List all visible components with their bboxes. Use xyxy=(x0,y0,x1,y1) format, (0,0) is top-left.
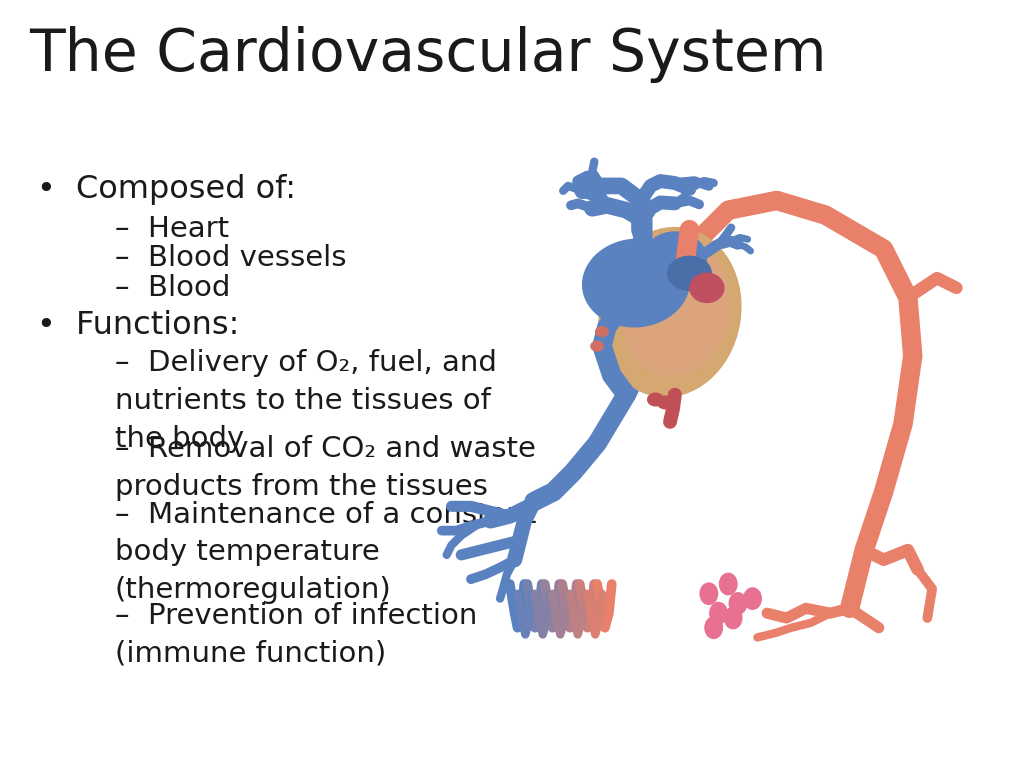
Text: •  Functions:: • Functions: xyxy=(37,310,240,341)
Text: –  Delivery of O₂, fuel, and
nutrients to the tissues of
the body: – Delivery of O₂, fuel, and nutrients to… xyxy=(115,349,497,453)
Ellipse shape xyxy=(599,227,741,397)
Text: •  Composed of:: • Composed of: xyxy=(37,174,296,205)
Ellipse shape xyxy=(710,602,727,624)
Text: –  Heart: – Heart xyxy=(115,215,228,243)
Ellipse shape xyxy=(657,396,673,409)
Text: –  Removal of CO₂ and waste
products from the tissues: – Removal of CO₂ and waste products from… xyxy=(115,435,536,502)
Ellipse shape xyxy=(720,574,737,594)
Ellipse shape xyxy=(700,583,718,604)
Text: –  Blood: – Blood xyxy=(115,274,230,303)
Ellipse shape xyxy=(595,290,629,315)
Ellipse shape xyxy=(591,341,603,351)
Ellipse shape xyxy=(622,240,729,375)
Ellipse shape xyxy=(729,593,746,614)
Text: –  Prevention of infection
(immune function): – Prevention of infection (immune functi… xyxy=(115,601,477,667)
Ellipse shape xyxy=(724,607,741,629)
Ellipse shape xyxy=(583,240,689,327)
Ellipse shape xyxy=(668,257,712,290)
Ellipse shape xyxy=(596,326,608,336)
Ellipse shape xyxy=(690,273,724,303)
Ellipse shape xyxy=(647,393,664,406)
Ellipse shape xyxy=(743,588,761,609)
Text: –  Blood vessels: – Blood vessels xyxy=(115,244,346,272)
Text: –  Maintenance of a constant
body temperature
(thermoregulation): – Maintenance of a constant body tempera… xyxy=(115,501,537,604)
Ellipse shape xyxy=(705,617,722,638)
Text: The Cardiovascular System: The Cardiovascular System xyxy=(29,25,826,83)
Ellipse shape xyxy=(643,232,707,286)
